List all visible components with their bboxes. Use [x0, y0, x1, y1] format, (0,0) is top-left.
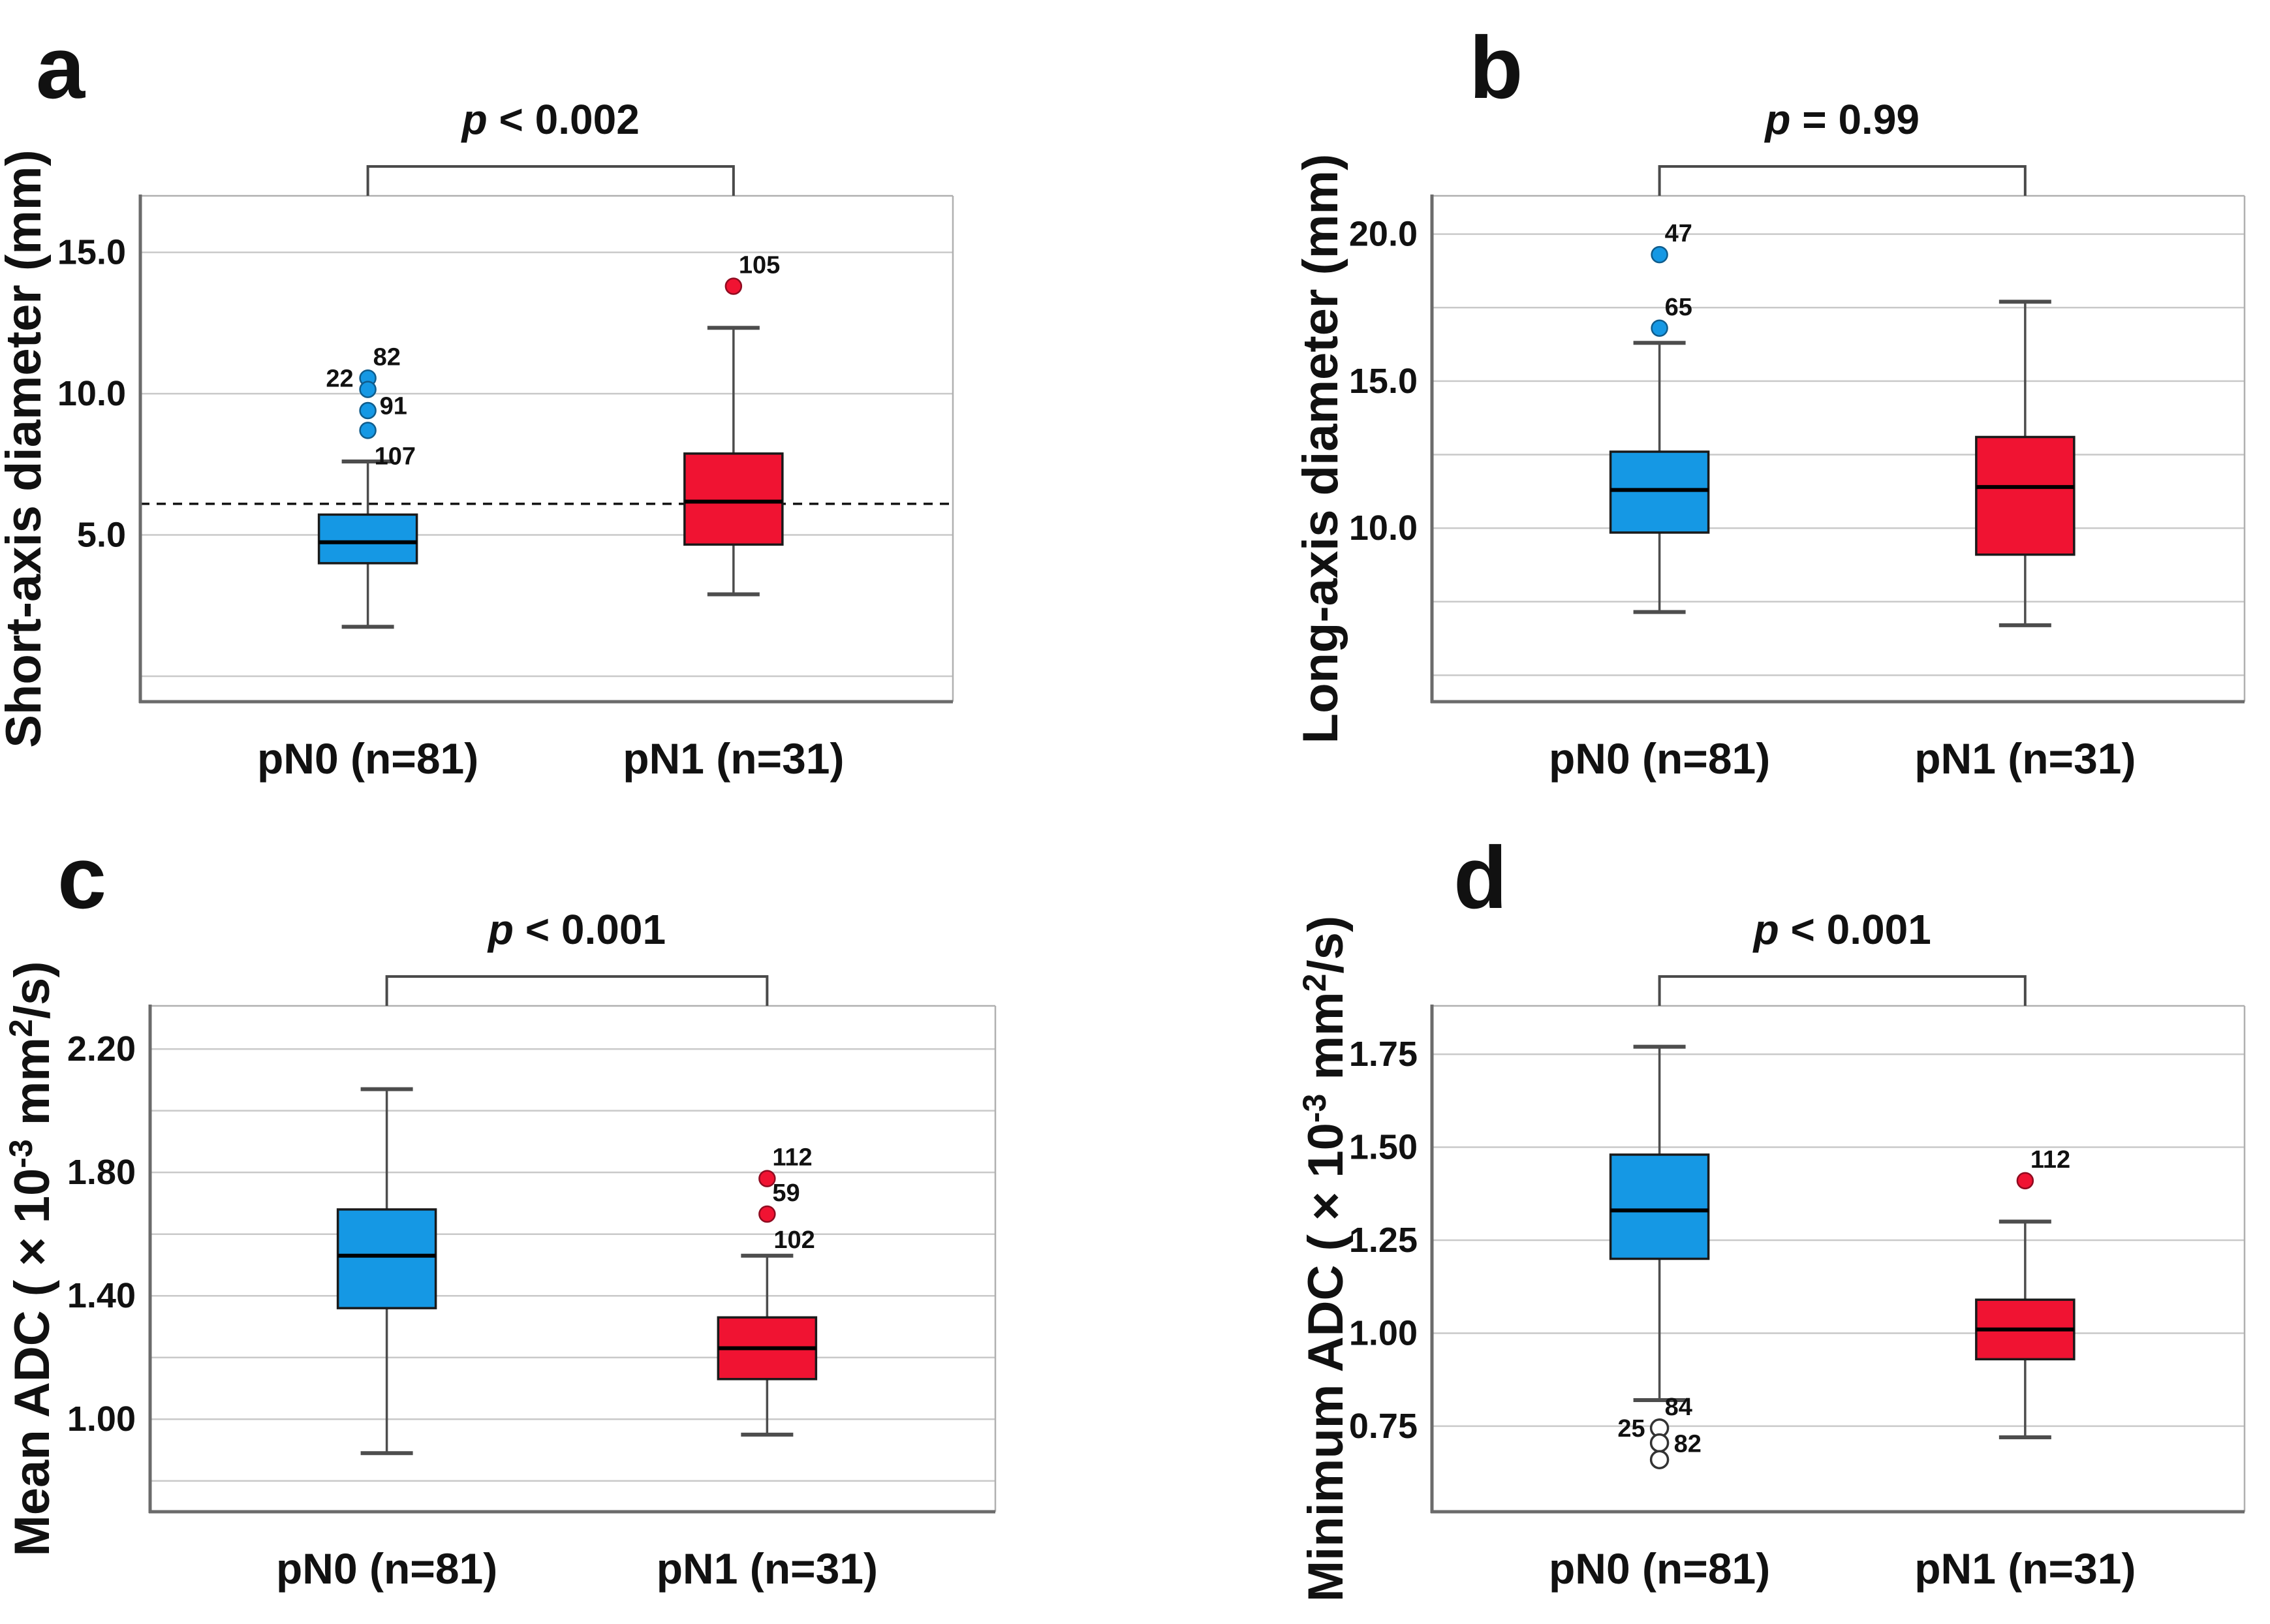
y-tick-label: 15.0 — [1349, 362, 1418, 401]
y-tick-label: 1.80 — [67, 1153, 136, 1192]
y-tick-label: 20.0 — [1349, 215, 1418, 254]
p-value-label: p = 0.99 — [1764, 96, 1920, 143]
panel-d: d 1.75 1.50 1.25 1.00 0.75 Minimum ADC ( × 10-… — [1135, 810, 2270, 1621]
outlier-label: 112 — [2030, 1146, 2070, 1174]
category-label: pN1 (n=31) — [1914, 734, 2136, 783]
outlier-label: 105 — [739, 252, 780, 279]
p-value-label: p < 0.001 — [487, 906, 666, 953]
category-label: pN1 (n=31) — [1914, 1544, 2136, 1593]
box-pn0 — [317, 513, 418, 565]
outlier-label: 59 — [772, 1179, 800, 1207]
panel-a: a 15.0 10.0 5.0 Short-axis diameter (mm) p < … — [0, 0, 1135, 810]
outlier-dot-open — [1649, 1433, 1670, 1453]
outlier-label: 82 — [373, 343, 401, 371]
y-tick-label: 1.00 — [67, 1399, 136, 1439]
y-tick-label: 2.20 — [67, 1029, 136, 1069]
y-tick-label: 1.00 — [1349, 1313, 1418, 1352]
outlier-dot — [359, 401, 377, 420]
panel-letter: d — [1454, 828, 1507, 927]
significance-bracket — [1658, 165, 2027, 196]
p-value-label: p < 0.001 — [1752, 906, 1931, 953]
outlier-label: 82 — [1674, 1431, 1702, 1458]
panel-letter: b — [1469, 18, 1523, 117]
panel-a-chart: a 15.0 10.0 5.0 Short-axis diameter (mm) p < … — [0, 18, 954, 783]
outlier-dot — [2016, 1172, 2034, 1190]
category-label: pN1 (n=31) — [657, 1544, 878, 1593]
outlier-dot — [359, 381, 377, 398]
outlier-label: 112 — [772, 1144, 812, 1172]
box-pn0 — [336, 1208, 437, 1309]
outlier-dot — [1651, 319, 1668, 337]
outlier-label: 25 — [1617, 1415, 1645, 1443]
category-label: pN0 (n=81) — [276, 1544, 497, 1593]
y-tick-label: 1.40 — [67, 1276, 136, 1315]
significance-bracket — [385, 975, 769, 1006]
outlier-dot — [724, 277, 743, 295]
category-label: pN1 (n=31) — [623, 734, 844, 783]
outlier-dot — [758, 1170, 776, 1187]
y-tick-label: 15.0 — [57, 233, 126, 272]
y-axis-title: Long-axis diameter (mm) — [1293, 154, 1348, 744]
y-tick-label: 10.0 — [57, 374, 126, 413]
y-tick-label: 1.75 — [1349, 1035, 1418, 1074]
y-tick-label: 0.75 — [1349, 1407, 1418, 1446]
outlier-dot — [1651, 245, 1668, 264]
y-tick-label: 1.25 — [1349, 1221, 1418, 1260]
box-pn1 — [1975, 435, 2076, 556]
y-tick-label: 1.50 — [1349, 1128, 1418, 1167]
y-axis-title: Minimum ADC ( × 10-3 mm2/s) — [1296, 916, 1354, 1602]
outlier-label: 107 — [375, 443, 416, 470]
outlier-label: 91 — [380, 393, 407, 420]
significance-bracket — [1658, 975, 2027, 1006]
box-pn0 — [1609, 1153, 1710, 1260]
outlier-label: 102 — [773, 1226, 815, 1254]
significance-bracket — [366, 165, 735, 196]
outlier-label: 65 — [1665, 294, 1692, 321]
category-label: pN0 (n=81) — [257, 734, 478, 783]
y-tick-label: 10.0 — [1349, 508, 1418, 548]
y-axis-title: Short-axis diameter (mm) — [0, 149, 52, 747]
outlier-dot-open — [1649, 1450, 1670, 1469]
panel-letter: c — [57, 828, 106, 927]
outlier-label: 47 — [1665, 220, 1692, 247]
panel-letter: a — [36, 18, 86, 117]
p-value-label: p < 0.002 — [461, 96, 640, 143]
box-pn1 — [683, 452, 784, 546]
panel-b: b 20.0 15.0 10.0 Long-axis diameter (mm) p = … — [1135, 0, 2270, 810]
box-pn0 — [1609, 450, 1710, 534]
y-tick-label: 5.0 — [77, 516, 126, 555]
category-label: pN0 (n=81) — [1549, 1544, 1770, 1593]
y-axis-title: Mean ADC ( × 10-3 mm2/s) — [3, 961, 60, 1556]
outlier-label: 22 — [326, 365, 353, 392]
category-label: pN0 (n=81) — [1549, 734, 1770, 783]
panel-c: c 2.20 1.80 1.40 1.00 Mean ADC ( × 10-3 mm2/s… — [0, 810, 1135, 1621]
outlier-dot — [758, 1205, 776, 1223]
outlier-dot — [359, 422, 377, 439]
outlier-label: 84 — [1665, 1394, 1692, 1421]
